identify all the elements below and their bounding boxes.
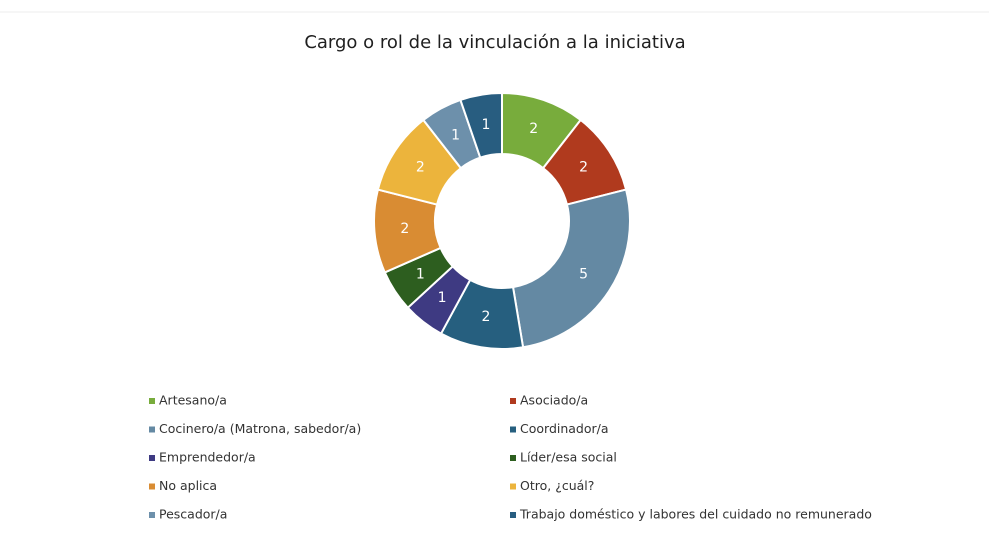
legend-label: Coordinador/a xyxy=(520,421,609,436)
data-label: 2 xyxy=(416,160,425,176)
legend-label: Emprendedor/a xyxy=(159,450,256,465)
data-label: 2 xyxy=(529,121,538,137)
data-label: 1 xyxy=(416,266,425,282)
legend-swatch xyxy=(149,483,155,490)
data-label: 1 xyxy=(438,290,447,306)
legend-swatch xyxy=(510,512,516,518)
legend-swatch xyxy=(510,398,516,404)
legend-label: No aplica xyxy=(159,478,217,493)
slice xyxy=(459,91,503,159)
legend-label: Cocinero/a (Matrona, sabedor/a) xyxy=(159,421,361,436)
data-label: 1 xyxy=(451,127,460,143)
legend-swatch xyxy=(149,398,155,404)
legend-swatch xyxy=(510,483,516,490)
legend-label: Pescador/a xyxy=(159,507,227,522)
chart-title: Cargo o rol de la vinculación a la inici… xyxy=(304,32,685,53)
legend-swatch xyxy=(510,455,516,461)
data-label: 5 xyxy=(579,266,588,282)
data-label: 2 xyxy=(400,221,409,237)
data-label: 2 xyxy=(481,309,490,325)
legend-swatch xyxy=(149,455,155,461)
legend-label: Asociado/a xyxy=(520,393,588,408)
slice xyxy=(511,188,631,349)
legend-swatch xyxy=(149,512,155,518)
legend-label: Líder/esa social xyxy=(520,450,617,465)
data-label: 1 xyxy=(481,117,490,133)
data-label: 2 xyxy=(579,160,588,176)
legend-swatch xyxy=(510,426,516,433)
legend-label: Trabajo doméstico y labores del cuidado … xyxy=(519,507,872,522)
legend-label: Otro, ¿cuál? xyxy=(520,478,594,493)
legend-swatch xyxy=(149,426,155,433)
legend-label: Artesano/a xyxy=(159,393,227,408)
